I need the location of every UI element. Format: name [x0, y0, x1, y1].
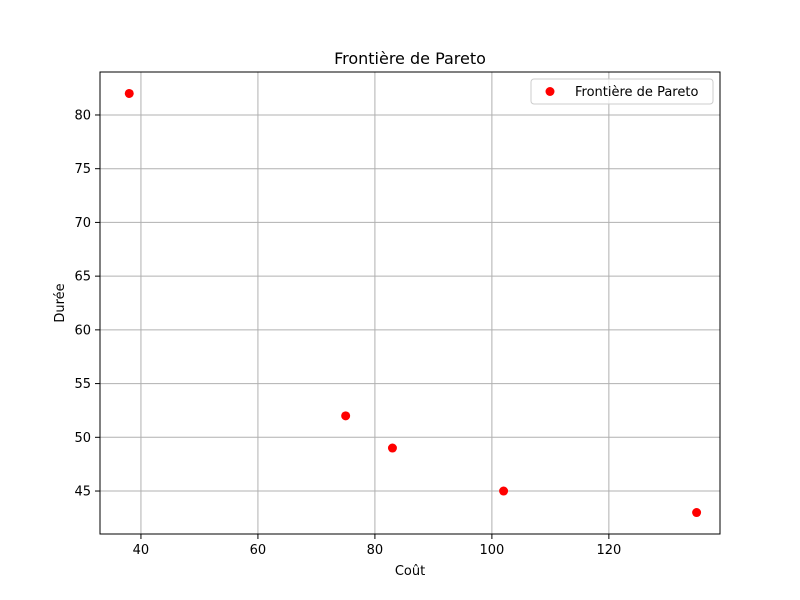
y-axis-ticks: 45 50 55 60 65 70 75 80 [74, 108, 100, 500]
legend: Frontière de Pareto [530, 78, 714, 105]
x-tick-label: 80 [367, 543, 384, 558]
data-points [124, 88, 702, 518]
plot-area-frame [99, 71, 721, 535]
y-tick-label: 45 [74, 485, 91, 500]
y-axis-label: Durée [53, 283, 68, 322]
data-point [387, 443, 397, 453]
grid-lines [100, 72, 720, 534]
x-axis-ticks: 40 60 80 100 120 [133, 534, 621, 558]
legend-box [530, 78, 714, 105]
x-axis-label: Coût [395, 564, 425, 579]
y-tick-label: 75 [74, 162, 91, 177]
data-point [499, 486, 509, 496]
y-tick-label: 50 [74, 431, 91, 446]
chart-title: Frontière de Pareto [334, 49, 486, 68]
data-point [124, 88, 134, 98]
x-tick-label: 40 [133, 543, 150, 558]
data-point [341, 411, 351, 421]
x-tick-label: 100 [479, 543, 504, 558]
y-tick-label: 70 [74, 216, 91, 231]
y-tick-label: 80 [74, 108, 91, 123]
legend-marker [545, 87, 555, 96]
data-point [692, 508, 702, 518]
x-tick-label: 120 [596, 543, 621, 558]
legend-label: Frontière de Pareto [575, 85, 698, 100]
y-tick-label: 65 [74, 270, 91, 285]
x-tick-label: 60 [250, 543, 267, 558]
y-tick-label: 55 [74, 377, 91, 392]
y-tick-label: 60 [74, 323, 91, 338]
